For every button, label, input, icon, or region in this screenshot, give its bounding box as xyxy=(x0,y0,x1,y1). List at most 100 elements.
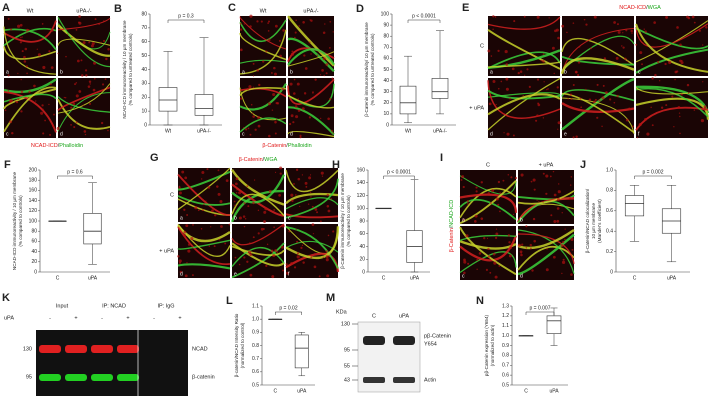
stain-dot xyxy=(15,101,19,104)
stain-dot xyxy=(17,98,20,101)
y-tick-label: 200 xyxy=(29,167,38,173)
stain-dot xyxy=(28,90,31,94)
stain-dot xyxy=(281,87,285,91)
stain-dot xyxy=(510,176,513,179)
stain-dot xyxy=(93,77,96,80)
stain-dot xyxy=(17,24,21,28)
stain-dot xyxy=(463,260,467,264)
stain-dot xyxy=(506,132,510,136)
stain-dot xyxy=(301,244,304,247)
stain-dot xyxy=(246,88,249,91)
y-axis-label: (Mander's coefficient) xyxy=(597,199,602,243)
stain-dot xyxy=(184,176,188,180)
stain-dot xyxy=(546,248,548,250)
membrane-stain xyxy=(239,87,287,98)
legend-part: / xyxy=(58,143,60,149)
stain-dot xyxy=(487,255,491,258)
stain-dot xyxy=(296,82,300,86)
stain-dot xyxy=(553,193,557,197)
stain-dot xyxy=(679,115,681,118)
stain-dot xyxy=(275,118,278,121)
stain-dot xyxy=(7,17,10,20)
stain-dot xyxy=(593,15,597,19)
stain-dot xyxy=(304,67,308,70)
stain-dot xyxy=(622,46,625,49)
stain-dot xyxy=(14,100,17,103)
y-tick-label: 180 xyxy=(29,178,38,184)
legend-part: WGA xyxy=(648,5,661,11)
stain-dot xyxy=(249,273,253,277)
stain-dot xyxy=(314,252,316,255)
stain-dot xyxy=(310,191,312,193)
stain-dot xyxy=(70,124,72,126)
stain-dot xyxy=(542,201,544,203)
stain-dot xyxy=(65,55,67,58)
stain-dot xyxy=(75,94,79,98)
stain-dot xyxy=(48,103,50,106)
stain-dot xyxy=(507,173,510,176)
stain-dot xyxy=(243,202,246,205)
stain-dot xyxy=(513,20,516,23)
stain-dot xyxy=(236,189,238,191)
y-tick-label: 10 xyxy=(141,108,147,114)
band-label: Y654 xyxy=(424,341,437,347)
stain-dot xyxy=(75,82,78,84)
stain-dot xyxy=(310,196,312,198)
stain-dot xyxy=(549,175,552,178)
membrane-stain xyxy=(239,29,287,75)
stain-dot xyxy=(278,39,281,42)
stain-dot xyxy=(302,20,305,24)
stain-dot xyxy=(326,193,329,197)
stain-dot xyxy=(651,124,654,127)
y-tick-label: 0.5 xyxy=(502,382,509,388)
stain-dot xyxy=(267,38,271,42)
y-axis-label: (normalized to actin) xyxy=(490,324,495,366)
stain-dot xyxy=(268,189,272,193)
stain-dot xyxy=(72,102,76,106)
significance-bracket xyxy=(275,311,302,315)
stain-dot xyxy=(487,192,491,195)
stain-dot xyxy=(639,51,643,55)
membrane-stain xyxy=(57,16,111,68)
stain-dot xyxy=(84,69,88,72)
panel-letter: I xyxy=(440,152,443,164)
stain-dot xyxy=(632,125,635,128)
stain-dot xyxy=(294,31,297,34)
p-value: p = 0.3 xyxy=(178,13,194,19)
stain-dot xyxy=(325,255,329,259)
y-tick-label: 0.6 xyxy=(252,369,259,375)
stain-dot xyxy=(25,65,28,68)
stain-dot xyxy=(274,249,278,253)
stain-dot xyxy=(635,43,638,46)
box xyxy=(431,78,449,99)
tile-label: d xyxy=(490,131,493,137)
stain-dot xyxy=(557,128,559,130)
stain-legend: β-Catenin/Phalloidin xyxy=(262,143,311,149)
stain-dot xyxy=(246,260,249,263)
y-axis-label: β-Catenin/NCAD colocalization/ xyxy=(585,188,590,253)
membrane-stain xyxy=(231,245,285,256)
stain-dot xyxy=(561,260,566,264)
stain-dot xyxy=(653,21,656,24)
stain-dot xyxy=(602,84,605,87)
stain-dot xyxy=(703,107,707,110)
stain-legend: β-Catenin/NCAD-ICD xyxy=(449,200,455,252)
stain-dot xyxy=(505,63,509,66)
tile-label: c xyxy=(638,69,641,75)
stain-dot xyxy=(324,23,326,25)
y-tick-label: 120 xyxy=(29,208,38,214)
stain-dot xyxy=(179,270,183,274)
stain-dot xyxy=(322,31,326,35)
stain-dot xyxy=(326,274,330,278)
membrane-stain xyxy=(287,51,335,67)
stain-dot xyxy=(288,230,291,233)
stain-dot xyxy=(41,104,44,107)
y-tick-label: 80 xyxy=(383,34,389,40)
stain-dot xyxy=(603,57,607,60)
stain-dot xyxy=(564,238,566,241)
stain-dot xyxy=(664,62,667,66)
stain-dot xyxy=(572,22,575,24)
stain-dot xyxy=(208,245,211,247)
panel-letter: M xyxy=(326,292,335,304)
membrane-stain xyxy=(3,20,57,43)
